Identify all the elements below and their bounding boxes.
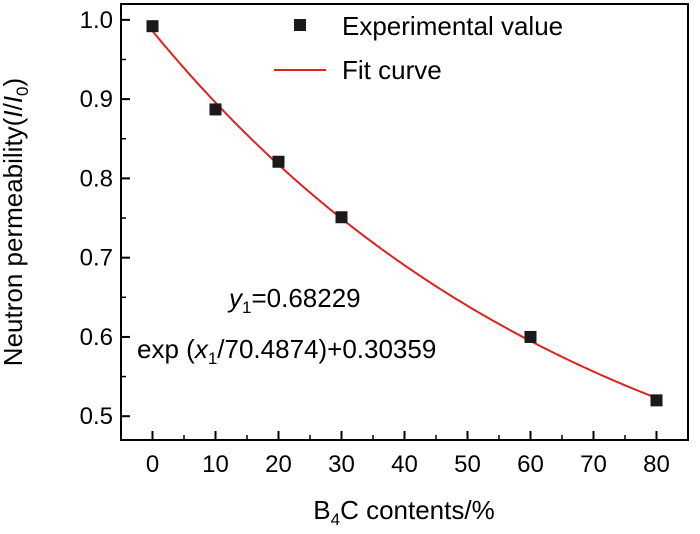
y-axis-title: Neutron permeability(I/I0)	[0, 78, 32, 366]
x-tick-label: 40	[391, 451, 418, 478]
fit-equation-line-2: exp (x1/70.4874)+0.30359	[137, 334, 436, 368]
x-tick-label: 0	[146, 451, 159, 478]
experimental-points	[146, 20, 663, 407]
legend-label-experimental: Experimental value	[342, 11, 563, 41]
y-tick-labels: 0.5 0.6 0.7 0.8 0.9 1.0	[80, 7, 113, 430]
experimental-point	[335, 211, 348, 224]
x-tick-label: 70	[580, 451, 607, 478]
y-tick-label: 1.0	[80, 7, 113, 34]
x-axis-title: B4C contents/%	[313, 495, 494, 529]
legend-marker-experimental	[294, 19, 306, 31]
experimental-point	[209, 103, 222, 116]
y-tick-label: 0.8	[80, 165, 113, 192]
y-tick-label: 0.5	[80, 403, 113, 430]
x-tick-label: 50	[454, 451, 481, 478]
fit-equation-line-1: y1=0.68229	[227, 283, 361, 317]
x-tick-labels: 0 10 20 30 40 50 60 70 80	[146, 451, 670, 478]
x-tick-label: 10	[202, 451, 229, 478]
y-tick-label: 0.9	[80, 86, 113, 113]
legend: Experimental value Fit curve	[274, 11, 563, 85]
fit-curve-line	[151, 30, 657, 399]
x-tick-label: 80	[643, 451, 670, 478]
x-tick-label: 20	[265, 451, 292, 478]
experimental-point	[272, 155, 285, 168]
experimental-point	[524, 330, 537, 343]
experimental-point	[146, 20, 159, 33]
experimental-point	[650, 394, 663, 407]
legend-label-fit: Fit curve	[342, 55, 442, 85]
y-tick-label: 0.7	[80, 245, 113, 272]
x-tick-label: 30	[328, 451, 355, 478]
x-tick-label: 60	[517, 451, 544, 478]
axis-ticks	[121, 18, 658, 440]
y-tick-label: 0.6	[80, 324, 113, 351]
